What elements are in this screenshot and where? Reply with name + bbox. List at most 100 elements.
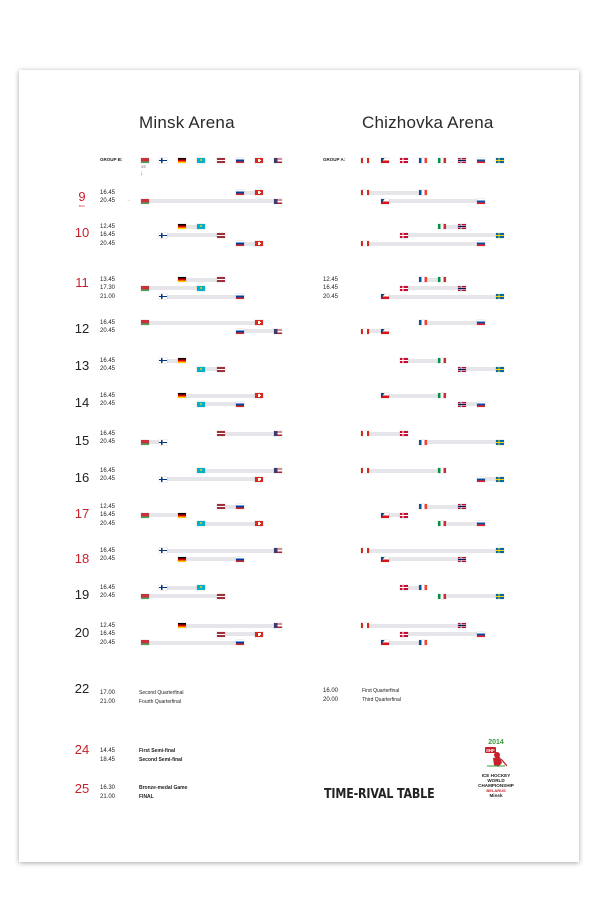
match-bar: [163, 294, 240, 299]
day-number: 13: [74, 358, 90, 373]
down-arrow-icon: ↓: [140, 171, 143, 177]
pointer-arrow-icon: →: [126, 197, 131, 203]
match-bar: [145, 199, 278, 203]
denmark-flag-icon: [400, 285, 408, 291]
denmark-flag-icon: [400, 358, 408, 363]
match-bar: [163, 233, 221, 237]
germany-flag-icon: [178, 556, 186, 562]
germany-flag-icon: [178, 277, 186, 282]
russia-flag-icon: [236, 294, 244, 299]
latvia-flag-icon: [217, 232, 225, 238]
france-flag-icon: [419, 158, 427, 163]
finland-flag-icon: [159, 585, 167, 590]
latvia-flag-icon: [217, 431, 225, 436]
czech-flag-icon: [381, 198, 389, 204]
kazakhstan-flag-icon: [197, 158, 205, 163]
france-flag-icon: [419, 585, 427, 590]
match-bar: [201, 521, 259, 526]
italy-flag-icon: [438, 593, 446, 599]
match-time: 16.45: [100, 584, 116, 591]
sweden-flag-icon: [496, 476, 504, 482]
match-bar: [404, 585, 423, 590]
playoff-game: Second Quarterfinal: [139, 690, 184, 696]
match-bar: [442, 521, 481, 526]
match-bar: [462, 402, 481, 406]
match-time: 12.45: [323, 276, 339, 283]
belarus-flag-icon: [141, 158, 149, 163]
france-flag-icon: [419, 504, 427, 509]
france-flag-icon: [419, 439, 427, 445]
match-bar: [365, 623, 462, 628]
logo-line-2: WORLD: [487, 778, 505, 783]
playoff-game: FINAL: [139, 793, 154, 800]
usa-flag-icon: [274, 468, 282, 473]
match-time: 12.45: [100, 622, 116, 629]
denmark-flag-icon: [400, 158, 408, 163]
match-bar: [442, 224, 462, 229]
latvia-flag-icon: [217, 504, 225, 509]
day-number: 11: [75, 275, 89, 290]
match-time: 16.45: [100, 547, 116, 554]
finland-flag-icon: [159, 548, 167, 553]
logo-brand: IIHF: [486, 748, 495, 753]
match-time: 20.45: [100, 439, 116, 445]
germany-flag-icon: [178, 358, 186, 363]
norway-flag-icon: [458, 504, 466, 509]
match-bar: [385, 393, 442, 398]
kazakhstan-flag-icon: [197, 521, 205, 526]
slovakia-flag-icon: [477, 320, 485, 325]
germany-flag-icon: [178, 158, 186, 163]
usa-flag-icon: [274, 198, 282, 204]
match-bar: [182, 623, 278, 628]
italy-flag-icon: [438, 521, 446, 526]
day-number: 19: [74, 587, 90, 602]
match-time: 20.45: [100, 198, 116, 204]
match-time: 20.45: [100, 366, 116, 372]
slovakia-flag-icon: [477, 401, 485, 407]
usa-flag-icon: [274, 431, 282, 436]
match-time: 12.45: [100, 503, 116, 510]
czech-flag-icon: [381, 328, 389, 334]
sweden-flag-icon: [496, 158, 504, 163]
sweden-flag-icon: [496, 548, 504, 553]
day-number: 15: [74, 433, 90, 448]
match-time: 16.45: [100, 189, 116, 196]
day-number: 9: [78, 189, 86, 204]
match-time: 20.45: [100, 240, 116, 247]
match-bar: [385, 199, 481, 203]
italy-flag-icon: [438, 358, 446, 363]
usa-flag-icon: [274, 328, 282, 334]
kazakhstan-flag-icon: [197, 401, 205, 407]
denmark-flag-icon: [400, 585, 408, 590]
match-time: 12.45: [100, 223, 116, 230]
group-a-label: GROUP A:: [323, 157, 346, 162]
finland-flag-icon: [159, 294, 167, 299]
sweden-flag-icon: [496, 439, 504, 445]
match-bar: [240, 241, 259, 246]
match-bar: [145, 594, 221, 598]
latvia-flag-icon: [217, 593, 225, 599]
belarus-flag-icon: [141, 512, 149, 518]
norway-flag-icon: [458, 623, 466, 628]
switzerland-flag-icon: [255, 476, 263, 482]
playoff-time: 20.00: [323, 696, 339, 703]
finland-flag-icon: [159, 439, 167, 445]
group-b-label: GROUP B:: [100, 157, 123, 162]
day-number: 25: [74, 781, 90, 796]
logo-line-1: ICE HOCKEY: [481, 773, 511, 778]
italy-flag-icon: [438, 277, 446, 282]
match-time: 16.45: [323, 285, 339, 291]
latvia-flag-icon: [217, 158, 225, 163]
sweden-flag-icon: [496, 232, 504, 238]
match-time: 16.45: [100, 319, 116, 326]
chizhovka-arena-heading: Chizhovka Arena: [362, 113, 494, 132]
match-time: 20.45: [100, 639, 116, 646]
latvia-flag-icon: [217, 631, 225, 637]
championship-logo: 2014 IIHF ICE HOCKEY WORLD CHAMPIONSHIP …: [471, 739, 521, 798]
day-number: 14: [74, 395, 90, 410]
playoff-game: First Quarterfinal: [362, 688, 400, 694]
france-flag-icon: [419, 190, 427, 195]
match-bar: [385, 557, 462, 561]
match-bar: [163, 477, 259, 481]
sweden-flag-icon: [496, 294, 504, 299]
